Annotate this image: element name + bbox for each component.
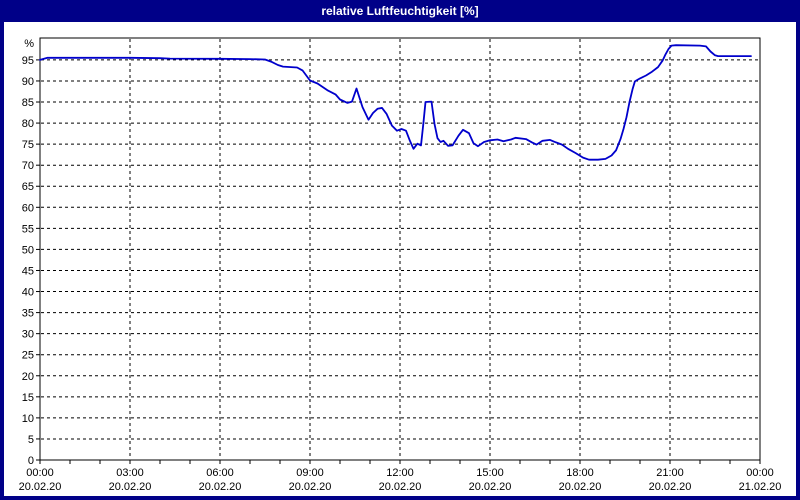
x-tick-time-label: 03:00 <box>116 467 144 479</box>
y-tick-label: 55 <box>22 223 34 235</box>
y-tick-label: 25 <box>22 350 34 362</box>
y-tick-label: 70 <box>22 160 34 172</box>
y-tick-label: 75 <box>22 139 34 151</box>
y-tick-label: 85 <box>22 97 34 109</box>
x-tick-date-label: 20.02.20 <box>379 481 422 493</box>
x-tick-date-label: 21.02.20 <box>739 481 782 493</box>
humidity-data-line <box>39 44 752 161</box>
y-tick-label: 50 <box>22 244 34 256</box>
x-tick-date-label: 20.02.20 <box>649 481 692 493</box>
y-tick-label: 10 <box>22 413 34 425</box>
x-tick-time-label: 15:00 <box>476 467 504 479</box>
y-tick-label: 65 <box>22 181 34 193</box>
x-tick-time-label: 00:00 <box>26 467 54 479</box>
title-bar: relative Luftfeuchtigkeit [%] <box>0 0 800 22</box>
y-tick-label: 40 <box>22 287 34 299</box>
y-tick-label: 80 <box>22 118 34 130</box>
x-tick-date-label: 20.02.20 <box>469 481 512 493</box>
x-tick-time-label: 00:00 <box>746 467 774 479</box>
x-tick-date-label: 20.02.20 <box>199 481 242 493</box>
plot-border <box>39 37 761 461</box>
x-tick-time-label: 18:00 <box>566 467 594 479</box>
y-tick-label: 95 <box>22 55 34 67</box>
x-tick-date-label: 20.02.20 <box>559 481 602 493</box>
x-tick-date-label: 20.02.20 <box>19 481 62 493</box>
y-tick-label: 90 <box>22 76 34 88</box>
y-tick-label: 0 <box>28 455 34 467</box>
x-tick-time-label: 09:00 <box>296 467 324 479</box>
x-tick-time-label: 12:00 <box>386 467 414 479</box>
y-tick-label: 15 <box>22 392 34 404</box>
x-tick-time-label: 21:00 <box>656 467 684 479</box>
y-tick-label: 35 <box>22 308 34 320</box>
y-tick-label: 60 <box>22 202 34 214</box>
x-tick-date-label: 20.02.20 <box>109 481 152 493</box>
x-tick-time-label: 06:00 <box>206 467 234 479</box>
y-axis-unit-label: % <box>24 38 34 50</box>
window-title: relative Luftfeuchtigkeit [%] <box>321 4 479 18</box>
y-tick-label: 30 <box>22 329 34 341</box>
y-tick-label: 45 <box>22 265 34 277</box>
x-tick-date-label: 20.02.20 <box>289 481 332 493</box>
y-tick-label: 20 <box>22 371 34 383</box>
y-tick-label: 5 <box>28 434 34 446</box>
